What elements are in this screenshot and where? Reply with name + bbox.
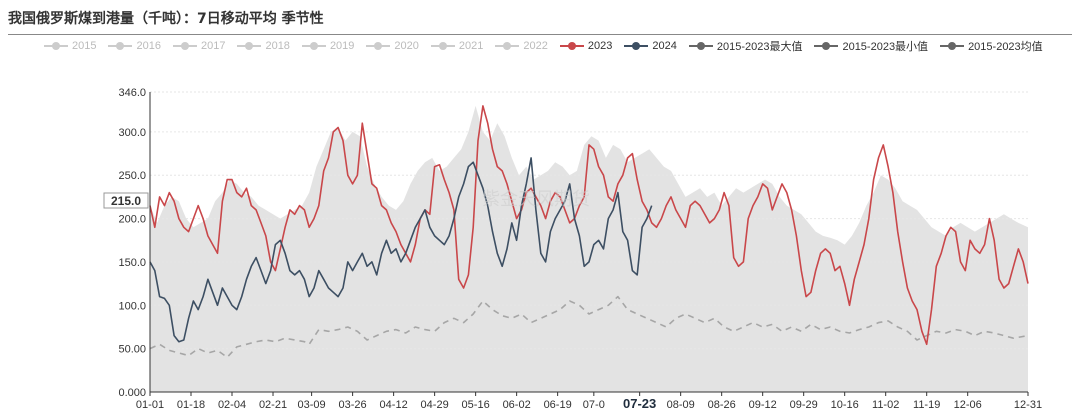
legend-item[interactable]: 2019: [301, 40, 355, 52]
x-tick-label: 08-26: [708, 399, 736, 411]
x-tick-label: 11-19: [913, 399, 940, 411]
x-tick-label: 05-16: [462, 399, 490, 411]
current-value-marker: 215.0: [103, 192, 149, 209]
legend-marker-icon: [624, 42, 649, 50]
legend-label: 2019: [329, 40, 355, 52]
legend-item[interactable]: 2023: [559, 40, 613, 52]
legend-label: 2015: [72, 40, 97, 52]
legend-label: 2021: [458, 40, 484, 52]
area-series-2015-2023最大值: [150, 105, 1028, 393]
x-tick-label: 02-04: [218, 399, 246, 411]
current-value-label: 215.0: [111, 194, 141, 208]
legend-label: 2016: [136, 40, 161, 52]
x-tick-label: 06-02: [503, 399, 531, 411]
legend-item[interactable]: 2021: [430, 40, 484, 52]
x-tick-label: 08-09: [667, 399, 695, 411]
legend-item[interactable]: 2020: [366, 40, 419, 52]
legend-marker-icon: [44, 42, 68, 50]
x-tick-label: 04-29: [421, 399, 449, 411]
x-tick-label: 01-18: [177, 399, 205, 411]
legend-marker-icon: [688, 42, 713, 50]
legend-item[interactable]: 2015-2023最小值: [814, 38, 928, 54]
legend-item[interactable]: 2015: [44, 40, 96, 52]
legend-item[interactable]: 2015-2023均值: [940, 38, 1043, 54]
x-tick-label: 03-09: [298, 399, 326, 411]
chart-title: 我国俄罗斯煤到港量（千吨）：7日移动平均 季节性: [8, 11, 324, 27]
y-tick-label: 250.0: [118, 170, 146, 182]
legend-label: 2024: [652, 40, 677, 52]
x-tick-label: 06-19: [544, 399, 572, 411]
x-tick-label: 12-06: [954, 399, 982, 411]
y-tick-label: 200.0: [118, 214, 146, 226]
y-tick-label: 346.0: [118, 87, 146, 99]
x-tick-label: 09-12: [749, 399, 777, 411]
legend-item[interactable]: 2015-2023最大值: [688, 38, 803, 54]
watermark: 紫金天风期货: [482, 189, 590, 210]
legend-marker-icon: [814, 42, 839, 50]
legend-marker-icon: [559, 42, 584, 50]
y-tick-label: 150.0: [118, 257, 146, 269]
x-tick-label: 11-02: [872, 399, 899, 411]
x-tick-label: 03-26: [339, 399, 367, 411]
x-tick-label: 12-31: [1014, 399, 1042, 411]
line-series-2015-2023均值: [149, 295, 1029, 359]
legend-marker-icon: [237, 42, 262, 50]
title-divider: [8, 34, 1072, 35]
y-tick-label: 0.000: [118, 387, 146, 399]
legend-marker-icon: [940, 42, 965, 50]
legend-item[interactable]: 2024: [624, 40, 677, 52]
legend-label: 2015-2023均值: [968, 41, 1043, 53]
legend-label: 2017: [200, 40, 226, 52]
legend-item[interactable]: 2017: [172, 40, 226, 52]
legend-marker-icon: [495, 42, 520, 50]
legend-label: 2020: [394, 40, 419, 52]
line-series-2024: [149, 157, 653, 343]
y-tick-label: 300.0: [118, 127, 146, 139]
legend-item[interactable]: 2022: [495, 40, 548, 52]
legend-label: 2023: [587, 40, 613, 52]
x-tick-label: 01-01: [136, 399, 164, 411]
legend-marker-icon: [366, 42, 391, 50]
legend-marker-icon: [430, 42, 455, 50]
legend-marker-icon: [108, 42, 133, 50]
x-tick-label: 07-0: [583, 399, 605, 411]
y-tick-label: 50.00: [118, 344, 146, 356]
legend-item[interactable]: 2018: [237, 40, 290, 52]
legend-label: 2015-2023最小值: [842, 41, 929, 53]
legend-marker-icon: [172, 42, 197, 50]
y-tick-label: 100.0: [118, 300, 146, 312]
legend-item[interactable]: 2016: [108, 40, 161, 52]
legend-marker-icon: [301, 42, 326, 50]
x-tick-label: 07-23: [623, 396, 656, 411]
x-tick-label: 04-12: [380, 399, 408, 411]
legend-label: 2015-2023最大值: [716, 41, 803, 53]
legend-label: 2018: [265, 40, 290, 52]
x-tick-label: 10-16: [831, 399, 859, 411]
legend-label: 2022: [523, 40, 548, 52]
line-series-2023: [149, 105, 1029, 346]
x-tick-label: 02-21: [259, 399, 287, 411]
chart-legend: 2015 2016 2017 2018 2019 2020 2021 2022 …: [44, 37, 1055, 55]
x-tick-label: 09-29: [790, 399, 818, 411]
